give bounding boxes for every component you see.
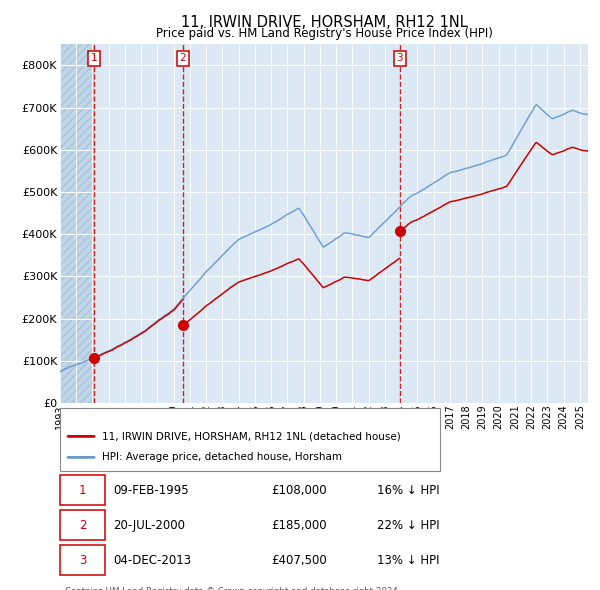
Text: £185,000: £185,000 — [271, 519, 327, 532]
Text: Contains HM Land Registry data © Crown copyright and database right 2024.: Contains HM Land Registry data © Crown c… — [65, 587, 401, 590]
Text: 13% ↓ HPI: 13% ↓ HPI — [377, 554, 439, 567]
Text: 2: 2 — [79, 519, 86, 532]
Text: 3: 3 — [79, 554, 86, 567]
Text: 3: 3 — [397, 53, 403, 63]
Text: 1: 1 — [79, 484, 86, 497]
Text: HPI: Average price, detached house, Horsham: HPI: Average price, detached house, Hors… — [102, 453, 342, 463]
Text: 04-DEC-2013: 04-DEC-2013 — [113, 554, 191, 567]
Text: 09-FEB-1995: 09-FEB-1995 — [113, 484, 188, 497]
Text: 11, IRWIN DRIVE, HORSHAM, RH12 1NL: 11, IRWIN DRIVE, HORSHAM, RH12 1NL — [181, 15, 467, 30]
Text: £108,000: £108,000 — [271, 484, 327, 497]
FancyBboxPatch shape — [60, 408, 440, 471]
Text: £407,500: £407,500 — [271, 554, 327, 567]
Text: 1: 1 — [91, 53, 98, 63]
Text: 20-JUL-2000: 20-JUL-2000 — [113, 519, 185, 532]
FancyBboxPatch shape — [60, 475, 105, 504]
FancyBboxPatch shape — [60, 545, 105, 575]
Text: Price paid vs. HM Land Registry's House Price Index (HPI): Price paid vs. HM Land Registry's House … — [155, 27, 493, 40]
Text: 16% ↓ HPI: 16% ↓ HPI — [377, 484, 439, 497]
Text: 11, IRWIN DRIVE, HORSHAM, RH12 1NL (detached house): 11, IRWIN DRIVE, HORSHAM, RH12 1NL (deta… — [102, 431, 401, 441]
Text: 2: 2 — [179, 53, 186, 63]
Text: 22% ↓ HPI: 22% ↓ HPI — [377, 519, 439, 532]
FancyBboxPatch shape — [60, 510, 105, 540]
Bar — [60, 44, 94, 403]
